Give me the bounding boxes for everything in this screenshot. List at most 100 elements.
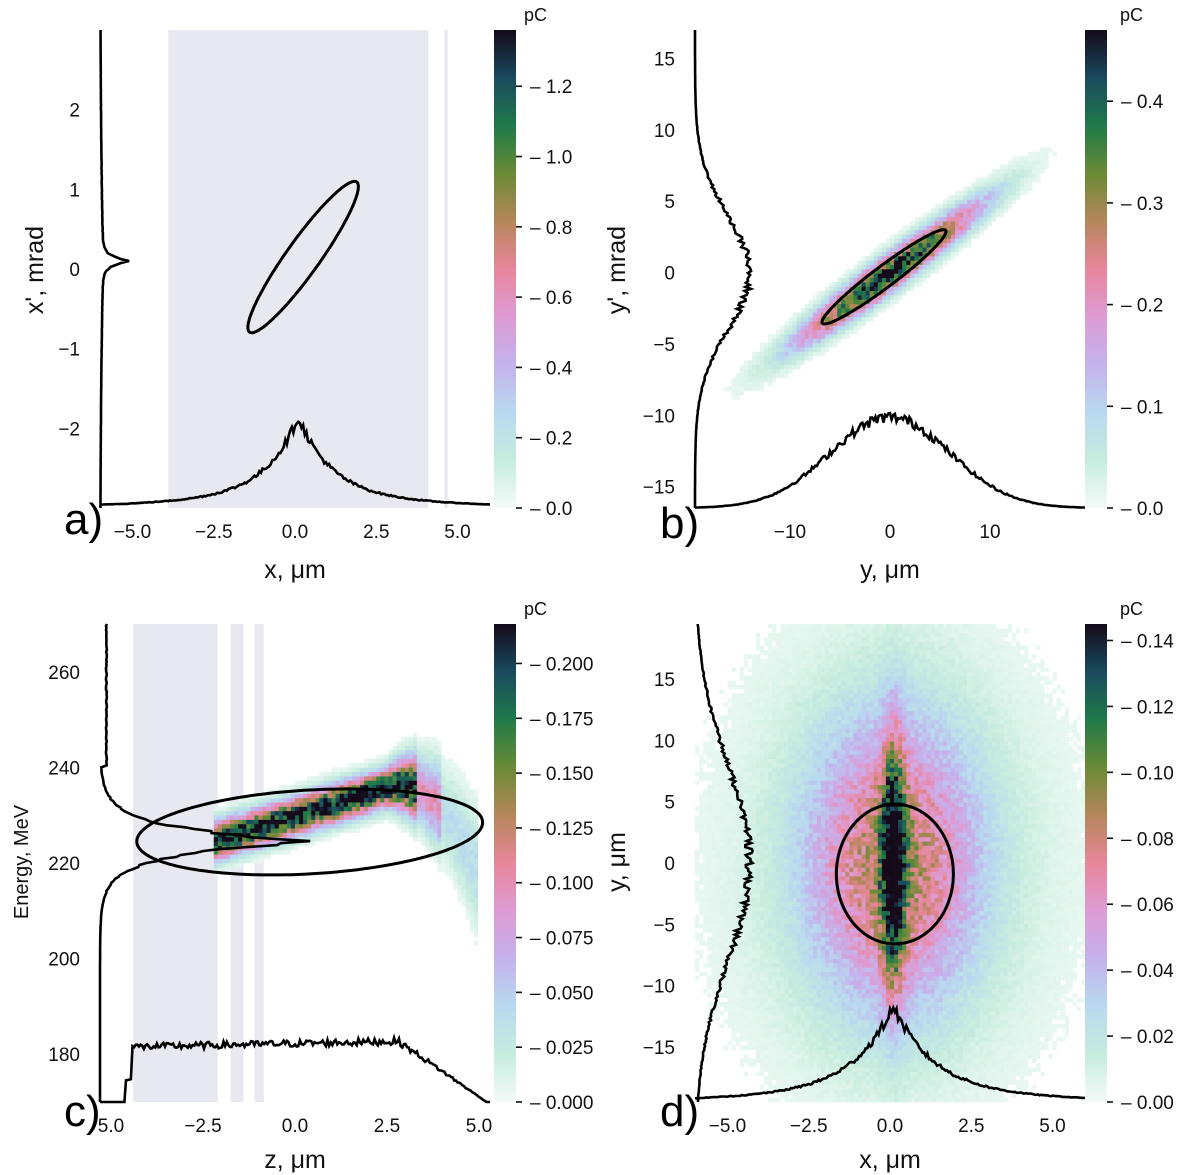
heatmap-cell — [242, 819, 247, 825]
heatmap-cell — [473, 841, 479, 846]
heatmap-cell — [711, 915, 716, 920]
heatmap-cell — [719, 797, 724, 803]
heatmap-cell — [751, 1015, 757, 1020]
heatmap-cell — [776, 945, 781, 951]
heatmap-cell — [469, 841, 475, 846]
heatmap-cell — [780, 1067, 785, 1072]
heatmap-cell — [461, 871, 466, 877]
heatmap-cell — [804, 845, 810, 851]
heatmap-cell — [217, 867, 223, 872]
heatmap-cell — [796, 758, 801, 764]
heatmap-cell — [315, 832, 320, 838]
heatmap-cell — [380, 754, 385, 760]
heatmap-cell — [755, 823, 761, 829]
heatmap-cell — [768, 845, 773, 851]
x-tick-label: 2.5 — [374, 1116, 400, 1137]
heatmap-cell — [327, 806, 332, 812]
heatmap-cell — [877, 295, 883, 300]
heatmap-cell — [1015, 182, 1021, 187]
heatmap-cell — [804, 645, 810, 651]
heatmap-cell — [800, 1032, 805, 1038]
heatmap-cell — [784, 671, 789, 677]
heatmap-cell — [776, 658, 781, 664]
heatmap-cell — [743, 867, 749, 872]
heatmap-cell — [922, 221, 927, 226]
heatmap-cell — [1036, 156, 1041, 161]
heatmap-cell — [743, 1019, 749, 1025]
heatmap-cell — [416, 780, 422, 786]
heatmap-cell — [768, 954, 773, 959]
heatmap-cell — [743, 989, 749, 994]
heatmap-cell — [221, 863, 227, 868]
heatmap-cell — [865, 316, 870, 322]
heatmap-cell — [812, 342, 818, 348]
heatmap-cell — [234, 819, 239, 825]
colorbar-tick-label: – 0.125 — [530, 819, 593, 840]
heatmap-cell — [254, 845, 259, 851]
heatmap-cell — [808, 897, 814, 903]
heatmap-cell — [829, 334, 834, 339]
heatmap-cell — [772, 789, 777, 794]
heatmap-cell — [307, 802, 312, 807]
heatmap-cell — [238, 819, 243, 825]
heatmap-cell — [772, 993, 777, 999]
heatmap-cell — [796, 780, 801, 786]
heatmap-cell — [987, 216, 992, 222]
heatmap-cell — [760, 763, 765, 768]
heatmap-cell — [812, 897, 818, 903]
heatmap-cell — [768, 702, 773, 707]
heatmap-cell — [776, 732, 781, 738]
heatmap-cell — [445, 836, 450, 842]
heatmap-cell — [266, 810, 271, 816]
heatmap-cell — [849, 295, 854, 300]
heatmap-cell — [699, 871, 704, 877]
heatmap-cell — [323, 771, 328, 777]
heatmap-cell — [433, 810, 438, 816]
heatmap-cell — [416, 806, 422, 812]
heatmap-cell — [719, 993, 724, 999]
heatmap-cell — [772, 932, 777, 938]
heatmap-cell — [290, 823, 296, 829]
heatmap-cell — [938, 264, 944, 270]
heatmap-cell — [804, 329, 810, 335]
heatmap-cell — [788, 841, 793, 846]
heatmap-cell — [735, 906, 740, 912]
heatmap-cell — [392, 797, 397, 803]
heatmap-cell — [845, 282, 850, 287]
heatmap-cell — [376, 793, 381, 799]
heatmap-cell — [311, 776, 316, 781]
y-axis-label: y', mrad — [603, 226, 631, 314]
heatmap-cell — [747, 967, 753, 972]
heatmap-cell — [780, 351, 785, 357]
heatmap-cell — [780, 806, 785, 812]
heatmap-cell — [772, 745, 777, 751]
heatmap-cell — [934, 203, 940, 209]
heatmap-cell — [412, 832, 418, 838]
heatmap-cell — [755, 684, 761, 690]
heatmap-cell — [703, 797, 708, 803]
heatmap-cell — [788, 854, 793, 859]
heatmap-cell — [764, 893, 769, 899]
heatmap-cell — [800, 776, 805, 781]
heatmap-cell — [800, 993, 805, 999]
heatmap-cell — [711, 884, 716, 890]
heatmap-cell — [343, 797, 349, 803]
x-tick-label: −2.5 — [195, 522, 233, 543]
heatmap-cell — [808, 876, 814, 881]
heatmap-cell — [760, 1002, 765, 1007]
heatmap-cell — [703, 823, 708, 829]
heatmap-cell — [946, 212, 952, 218]
heatmap-cell — [299, 806, 304, 812]
heatmap-cell — [703, 819, 708, 825]
heatmap-cell — [853, 273, 858, 278]
heatmap-cell — [812, 329, 818, 335]
heatmap-cell — [873, 282, 879, 287]
heatmap-cell — [751, 667, 757, 673]
heatmap-cell — [731, 1045, 736, 1051]
heatmap-cell — [804, 355, 810, 361]
heatmap-cell — [266, 819, 271, 825]
heatmap-cell — [707, 919, 712, 925]
heatmap-cell — [695, 823, 700, 829]
heatmap-cell — [388, 780, 393, 786]
heatmap-cell — [707, 1002, 712, 1007]
